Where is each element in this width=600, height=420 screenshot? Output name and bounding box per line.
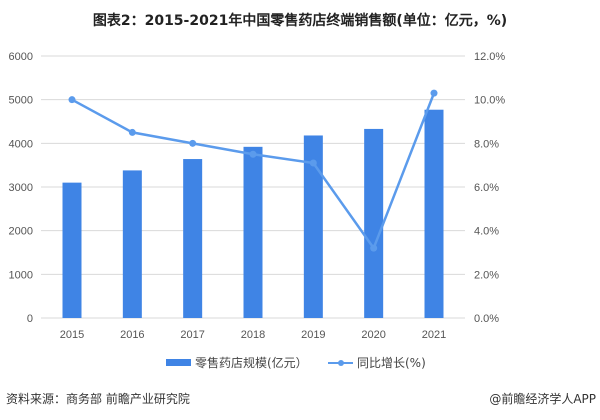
x-tick-label: 2016: [120, 329, 144, 341]
y-left-tick-label: 4000: [9, 138, 33, 150]
x-tick-label: 2019: [301, 329, 325, 341]
legend-line-label: 同比增长(%): [357, 356, 426, 370]
bar-2020: [364, 128, 384, 318]
y-left-tick-label: 2000: [9, 226, 33, 238]
bar-2017: [183, 159, 203, 318]
y-right-tick-label: 12.0%: [474, 51, 505, 63]
x-tick-label: 2015: [60, 329, 84, 341]
bar-2015: [62, 182, 82, 318]
growth-point-2017: [189, 139, 197, 147]
y-left-tick-label: 3000: [9, 182, 33, 194]
y-left-tick-label: 1000: [9, 269, 33, 281]
combo-chart: 0 1000 2000 3000 4000 5000 6000 0.0% 2.0% 4.0% 6.0…: [9, 51, 506, 341]
growth-point-2021: [430, 89, 438, 97]
y-right-tick-label: 4.0%: [474, 226, 499, 238]
x-tick-label: 2018: [241, 329, 265, 341]
bar-2019: [303, 135, 323, 318]
growth-point-2016: [128, 128, 136, 136]
x-tick-label: 2017: [180, 329, 204, 341]
y-right-tick-label: 10.0%: [474, 95, 505, 107]
brand-credit: @前瞻经济学人APP: [489, 392, 596, 406]
y-right-tick-label: 0.0%: [474, 313, 499, 325]
chart-title: 图表2：2015-2021年中国零售药店终端销售额(单位：亿元，%): [92, 13, 508, 29]
bar-2021: [424, 109, 444, 319]
y-left-tick-label: 5000: [9, 95, 33, 107]
x-tick-label: 2021: [422, 329, 446, 341]
legend-bar-swatch: [166, 359, 191, 366]
growth-point-2018: [249, 150, 257, 158]
y-right-tick-label: 8.0%: [474, 138, 499, 150]
legend-item-bar[interactable]: 零售药店规模(亿元）: [166, 354, 308, 371]
bar-2016: [122, 170, 142, 318]
growth-point-2019: [309, 159, 317, 167]
legend: 零售药店规模(亿元） 同比增长(%): [0, 354, 600, 372]
x-tick-label: 2020: [361, 329, 385, 341]
legend-item-line[interactable]: 同比增长(%): [328, 354, 426, 371]
legend-bar-label: 零售药店规模(亿元）: [195, 356, 308, 370]
y-left-tick-label: 6000: [9, 51, 33, 63]
y-left-tick-label: 0: [27, 313, 33, 325]
growth-point-2015: [68, 96, 76, 104]
growth-point-2020: [370, 244, 378, 252]
bar-2018: [243, 146, 263, 318]
y-right-tick-label: 6.0%: [474, 182, 499, 194]
legend-line-swatch: [328, 359, 353, 366]
y-right-tick-label: 2.0%: [474, 269, 499, 281]
source-note: 资料来源：商务部 前瞻产业研究院: [6, 392, 190, 406]
